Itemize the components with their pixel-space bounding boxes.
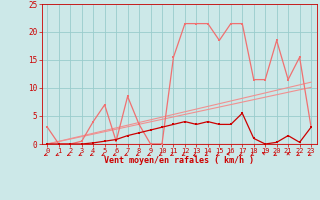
X-axis label: Vent moyen/en rafales ( km/h ): Vent moyen/en rafales ( km/h ) [104,156,254,165]
